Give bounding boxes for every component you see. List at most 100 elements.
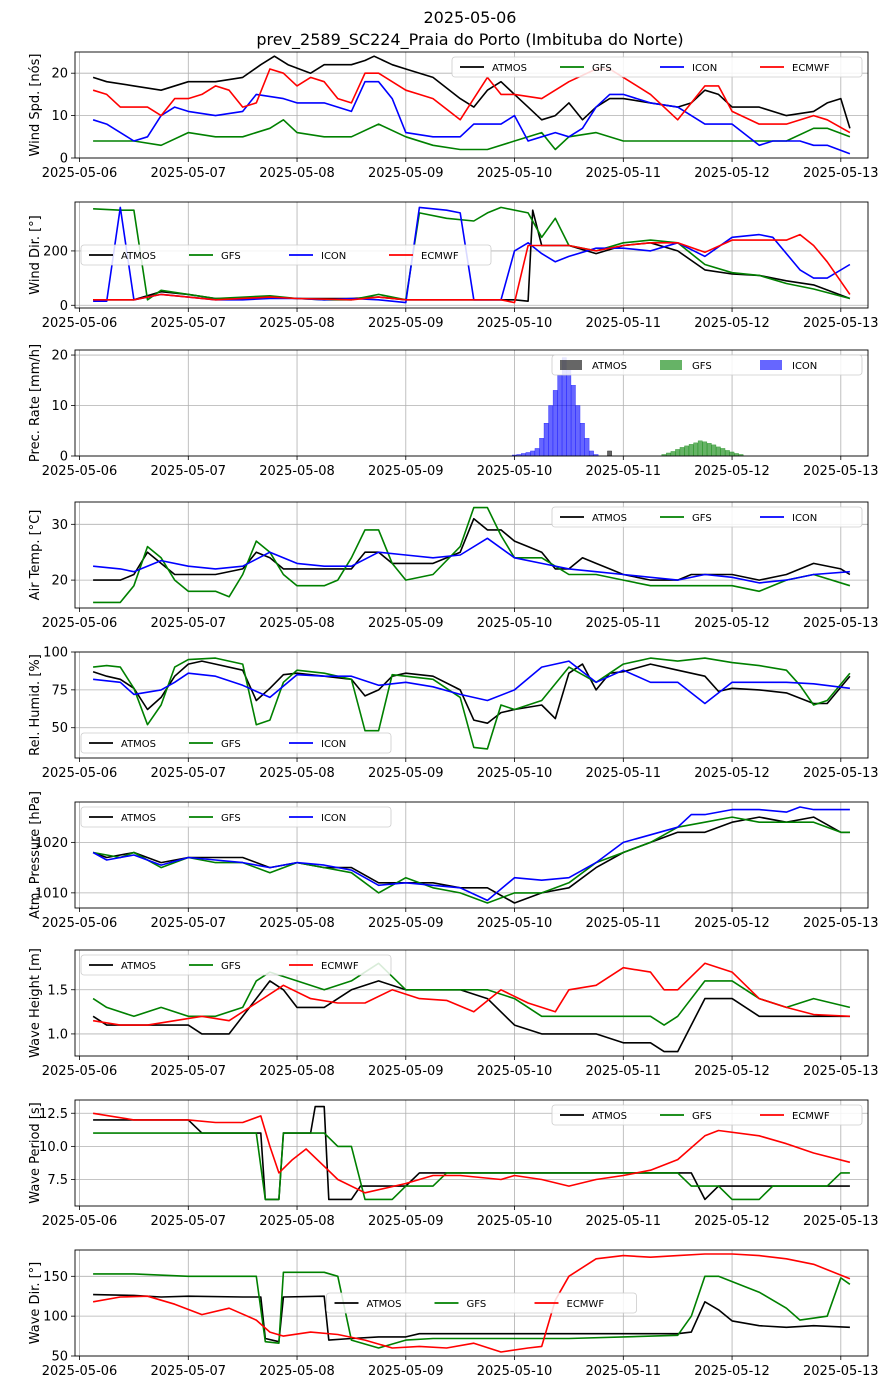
y-axis-label: Prec. Rate [mm/h] xyxy=(28,344,43,462)
series-line-gfs xyxy=(92,816,850,904)
legend-box xyxy=(551,1104,863,1126)
bar-gfs xyxy=(716,446,721,456)
bar-gfs xyxy=(697,440,703,456)
bar-icon xyxy=(584,438,590,456)
x-tick-label: 2025-05-09 xyxy=(368,464,444,479)
y-tick-label: 0 xyxy=(60,450,68,465)
x-tick-label: 2025-05-08 xyxy=(259,1064,335,1079)
x-tick-label: 2025-05-08 xyxy=(259,166,335,181)
x-tick-label: 2025-05-07 xyxy=(151,166,227,181)
x-tick-label: 2025-05-10 xyxy=(477,616,553,631)
y-axis-label: Wind Dir. [°] xyxy=(28,215,43,295)
x-tick-label: 2025-05-09 xyxy=(368,316,444,331)
bar-gfs xyxy=(679,447,685,456)
x-tick-label: 2025-05-06 xyxy=(42,464,118,479)
x-tick-label: 2025-05-10 xyxy=(477,166,553,181)
plot-area xyxy=(93,206,851,304)
bar-gfs xyxy=(670,451,676,456)
x-tick-label: 2025-05-11 xyxy=(586,316,662,331)
legend-label-gfs: GFS xyxy=(692,1111,712,1122)
x-tick-label: 2025-05-06 xyxy=(42,916,118,931)
axes-frame xyxy=(74,801,869,909)
plot-area xyxy=(92,657,851,750)
x-tick-label: 2025-05-12 xyxy=(694,464,770,479)
bar-icon xyxy=(566,370,572,456)
y-tick-label: 7.5 xyxy=(47,1173,68,1188)
legend: ATMOS GFS ECMWF xyxy=(551,1104,863,1126)
x-tick-label: 2025-05-11 xyxy=(586,616,662,631)
legend-label-atmos: ATMOS xyxy=(492,63,527,74)
legend-label-icon: ICON xyxy=(692,63,717,74)
legend-label-atmos: ATMOS xyxy=(592,361,627,372)
legend: ATMOS GFS ECMWF xyxy=(326,1292,637,1314)
bar-gfs xyxy=(725,450,730,456)
bar-icon xyxy=(543,423,549,456)
x-tick-label: 2025-05-08 xyxy=(259,616,335,631)
x-tick-label: 2025-05-07 xyxy=(151,316,227,331)
panel-2: 0 200 2025-05-06 2025-05-07 2025-05-08 2025-0… xyxy=(28,201,879,331)
axes-frame xyxy=(74,201,869,309)
y-tick-label: 100 xyxy=(43,646,68,661)
series-line-ecmwf xyxy=(92,1253,851,1353)
series-line-ecmwf xyxy=(93,233,851,304)
x-tick-label: 2025-05-12 xyxy=(694,766,770,781)
plot-area xyxy=(92,55,851,155)
y-tick-label: 1020 xyxy=(35,836,68,851)
bar-icon xyxy=(580,423,585,456)
legend-label-icon: ICON xyxy=(321,251,346,262)
y-axis-label: Rel. Humid. [%] xyxy=(28,654,43,756)
series-line-gfs xyxy=(92,962,851,1026)
panel-1: 0 10 20 2025-05-06 2025-05-07 2025-05-08 2025-… xyxy=(28,51,879,181)
legend-box xyxy=(80,806,392,828)
x-tick-label: 2025-05-08 xyxy=(259,916,335,931)
legend-box xyxy=(451,56,863,78)
series-line-atmos xyxy=(92,55,851,129)
legend-label-gfs: GFS xyxy=(467,1299,487,1310)
bar-icon xyxy=(516,454,522,456)
legend-label-atmos: ATMOS xyxy=(121,251,156,262)
x-tick-label: 2025-05-12 xyxy=(694,166,770,181)
bar-gfs xyxy=(661,454,667,456)
bar-icon xyxy=(589,450,594,456)
axes-frame xyxy=(74,651,869,759)
x-tick-label: 2025-05-09 xyxy=(368,1214,444,1229)
x-tick-label: 2025-05-12 xyxy=(694,1214,770,1229)
legend-label-gfs: GFS xyxy=(221,739,241,750)
y-tick-label: 20 xyxy=(51,574,68,589)
x-tick-label: 2025-05-13 xyxy=(803,464,879,479)
axes-frame xyxy=(74,1249,869,1357)
y-tick-label: 50 xyxy=(51,721,68,736)
series-line-gfs xyxy=(93,206,851,301)
bar-gfs xyxy=(738,454,744,456)
legend-label-gfs: GFS xyxy=(221,813,241,824)
x-tick-label: 2025-05-07 xyxy=(151,616,227,631)
y-axis-label: Wave Height [m] xyxy=(28,948,43,1058)
figure-title-line1: 2025-05-06 xyxy=(424,8,517,27)
x-tick-label: 2025-05-09 xyxy=(368,616,444,631)
x-tick-label: 2025-05-09 xyxy=(368,766,444,781)
y-tick-label: 100 xyxy=(43,1310,68,1325)
bar-gfs xyxy=(729,451,735,456)
bar-icon xyxy=(571,385,576,456)
legend: ATMOS GFS ICON xyxy=(80,806,392,828)
y-axis-label: Wave Dir. [°] xyxy=(28,1262,43,1345)
x-tick-label: 2025-05-09 xyxy=(368,1064,444,1079)
series-line-icon xyxy=(93,660,850,705)
series-line-atmos xyxy=(93,517,851,581)
legend-label-gfs: GFS xyxy=(221,251,241,262)
x-tick-label: 2025-05-08 xyxy=(259,316,335,331)
x-tick-label: 2025-05-13 xyxy=(803,1064,879,1079)
series-line-gfs xyxy=(93,506,851,604)
x-tick-label: 2025-05-07 xyxy=(151,464,227,479)
legend-label-gfs: GFS xyxy=(592,63,612,74)
plot-area xyxy=(92,1105,851,1201)
panel-6: 1010 1020 2025-05-06 2025-05-07 2025-05-08 20… xyxy=(28,791,879,931)
bar-icon xyxy=(539,438,544,456)
x-tick-label: 2025-05-13 xyxy=(803,1214,879,1229)
legend-label-atmos: ATMOS xyxy=(121,739,156,750)
panel-3: 0 10 20 2025-05-06 2025-05-07 2025-05-08 2025-… xyxy=(28,344,879,479)
x-tick-label: 2025-05-13 xyxy=(803,316,879,331)
x-tick-label: 2025-05-10 xyxy=(477,1214,553,1229)
legend-label-ecmwf: ECMWF xyxy=(792,63,830,74)
